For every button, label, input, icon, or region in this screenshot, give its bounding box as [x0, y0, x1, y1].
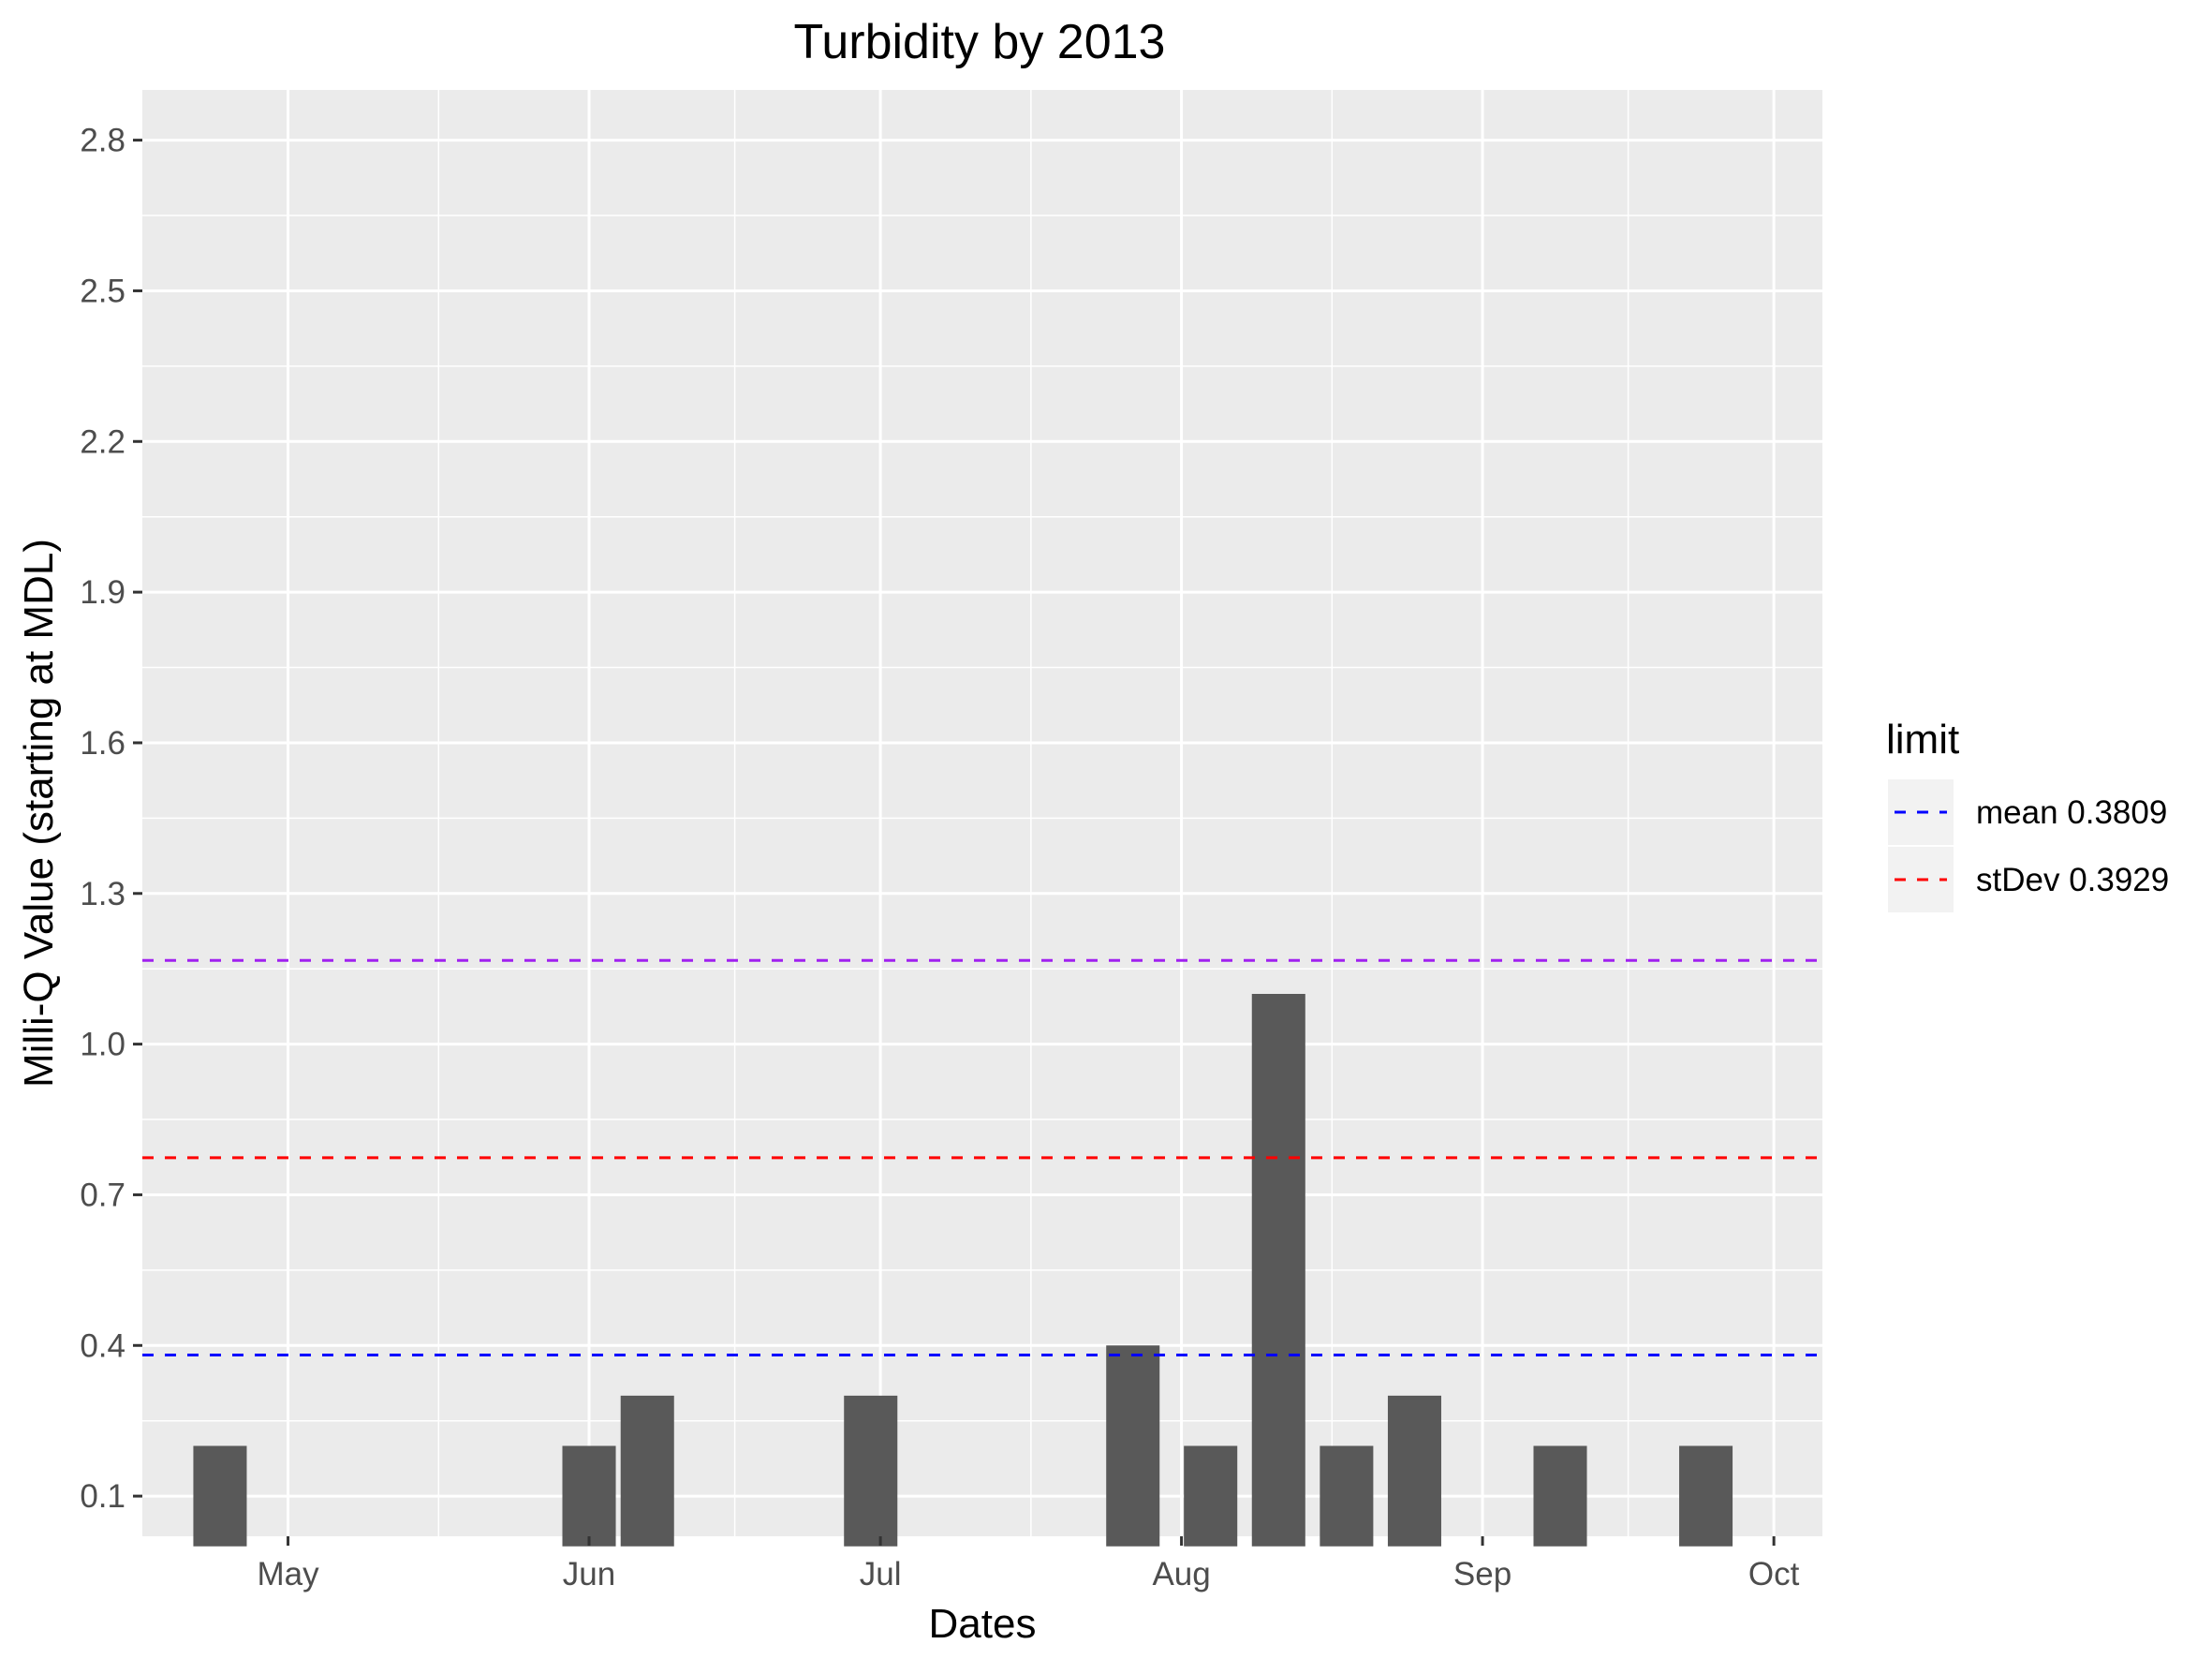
bar: [1320, 1445, 1374, 1547]
legend: limit mean 0.3809 stDev 0.3929: [1886, 717, 2169, 912]
chart-title: Turbidity by 2013: [794, 15, 1166, 69]
grid-minor: [142, 90, 1822, 1536]
y-tick-label: 2.2: [80, 423, 125, 460]
y-tick-label: 0.4: [80, 1327, 125, 1364]
y-tick-label: 0.7: [80, 1177, 125, 1213]
bar: [1679, 1445, 1733, 1547]
x-axis: May Jun Jul Aug Sep Oct: [257, 1536, 1800, 1592]
bars: [193, 994, 1733, 1547]
bar: [1533, 1445, 1587, 1547]
bar: [193, 1445, 247, 1547]
bar: [562, 1445, 616, 1547]
bar: [1106, 1345, 1160, 1547]
y-tick-label: 2.8: [80, 123, 125, 159]
legend-label: stDev 0.3929: [1976, 862, 2169, 898]
x-tick-label: Sep: [1453, 1556, 1512, 1592]
y-axis: 0.1 0.4 0.7 1.0 1.3 1.6 1.9 2.2 2.5 2.8: [80, 123, 142, 1515]
x-tick-label: Jun: [563, 1556, 615, 1592]
plot-panel: [142, 90, 1822, 1536]
x-tick-label: Oct: [1748, 1556, 1800, 1592]
x-tick-label: May: [257, 1556, 319, 1592]
bar: [844, 1395, 898, 1547]
legend-title: limit: [1886, 717, 1959, 763]
bar: [620, 1395, 674, 1547]
bar: [1251, 994, 1305, 1547]
x-tick-label: Aug: [1152, 1556, 1210, 1592]
grid-major: [142, 90, 1822, 1536]
y-tick-label: 0.1: [80, 1478, 125, 1515]
y-tick-label: 1.3: [80, 876, 125, 912]
y-tick-label: 1.0: [80, 1027, 125, 1063]
y-axis-title: Milli-Q Value (starting at MDL): [16, 539, 62, 1088]
x-axis-title: Dates: [929, 1601, 1037, 1647]
legend-entries: mean 0.3809 stDev 0.3929: [1888, 779, 2169, 912]
y-tick-label: 1.6: [80, 725, 125, 762]
y-tick-label: 2.5: [80, 273, 125, 309]
y-tick-label: 1.9: [80, 574, 125, 611]
x-tick-label: Jul: [860, 1556, 902, 1592]
legend-label: mean 0.3809: [1976, 794, 2167, 831]
reference-lines: [142, 958, 1822, 1357]
bar: [1387, 1395, 1441, 1547]
bar: [1184, 1445, 1238, 1547]
